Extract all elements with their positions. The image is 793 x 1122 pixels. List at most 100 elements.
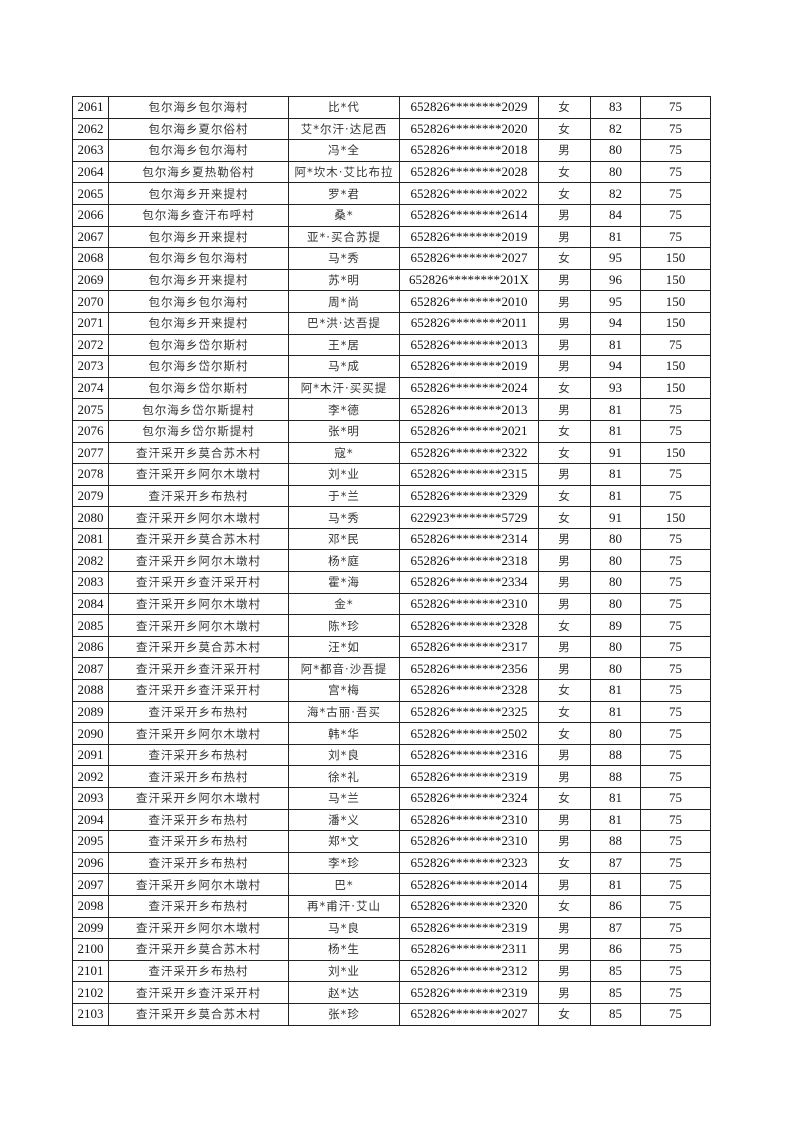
amount-cell: 75 (640, 571, 711, 594)
table-row: 2069 包尔海乡开来提村 苏*明 652826********201X 男 96 150 (72, 268, 711, 292)
row-number-cell: 2096 (72, 851, 109, 875)
table-row: 2094 查汗采开乡布热村 潘*义 652826********2310 男 81 75 (72, 808, 711, 832)
table-row: 2061 包尔海乡包尔海村 比*代 652826********2029 女 83 75 (72, 96, 711, 119)
table-row: 2089 查汗采开乡布热村 海*古丽·吾买 652826********2325 女 81… (72, 700, 711, 724)
gender-cell: 男 (538, 981, 591, 1004)
person-name-cell: 王*居 (288, 333, 400, 357)
table-row: 2064 包尔海乡夏热勒俗村 阿*坎木·艾比布拉 652826********2028… (72, 160, 711, 184)
person-name-cell: 阿*木汗·买买提 (288, 376, 400, 400)
id-number-cell: 652826********2334 (399, 571, 539, 594)
gender-cell: 男 (538, 203, 591, 227)
gender-cell: 女 (538, 160, 591, 184)
amount-cell: 150 (640, 441, 711, 465)
table-row: 2099 查汗采开乡阿尔木墩村 马*良 652826********2319 男 87 75 (72, 916, 711, 940)
person-name-cell: 巴* (288, 873, 400, 896)
age-cell: 80 (590, 139, 641, 162)
village-cell: 查汗采开乡阿尔木墩村 (108, 506, 289, 529)
gender-cell: 男 (538, 657, 591, 681)
table-row: 2097 查汗采开乡阿尔木墩村 巴* 652826********2014 男 81 75 (72, 873, 711, 896)
amount-cell: 75 (640, 182, 711, 205)
gender-cell: 男 (538, 139, 591, 162)
person-name-cell: 再*甫汗·艾山 (288, 894, 400, 918)
amount-cell: 150 (640, 268, 711, 292)
table-row: 2087 查汗采开乡查汗采开村 阿*都音·沙吾提 652826********2356… (72, 657, 711, 681)
amount-cell: 75 (640, 635, 711, 659)
id-number-cell: 652826********2024 (399, 376, 539, 400)
village-cell: 查汗采开乡阿尔木墩村 (108, 463, 289, 486)
row-number-cell: 2097 (72, 873, 109, 896)
village-cell: 查汗采开乡布热村 (108, 700, 289, 724)
age-cell: 86 (590, 894, 641, 918)
row-number-cell: 2094 (72, 808, 109, 832)
age-cell: 81 (590, 808, 641, 832)
village-cell: 查汗采开乡查汗采开村 (108, 679, 289, 702)
village-cell: 包尔海乡开来提村 (108, 225, 289, 249)
amount-cell: 75 (640, 484, 711, 508)
id-number-cell: 652826********2029 (399, 96, 539, 119)
village-cell: 查汗采开乡布热村 (108, 743, 289, 767)
table-row: 2071 包尔海乡开来提村 巴*洪·达吾提 652826********2011 男 94… (72, 311, 711, 335)
row-number-cell: 2072 (72, 333, 109, 357)
table-row: 2092 查汗采开乡布热村 徐*礼 652826********2319 男 88 75 (72, 765, 711, 788)
age-cell: 85 (590, 1002, 641, 1026)
village-cell: 查汗采开乡阿尔木墩村 (108, 722, 289, 745)
gender-cell: 女 (538, 376, 591, 400)
id-number-cell: 652826********2021 (399, 419, 539, 443)
amount-cell: 75 (640, 981, 711, 1004)
person-name-cell: 潘*义 (288, 808, 400, 832)
person-name-cell: 海*古丽·吾买 (288, 700, 400, 724)
gender-cell: 男 (538, 463, 591, 486)
row-number-cell: 2088 (72, 679, 109, 702)
table-row: 2068 包尔海乡包尔海村 马*秀 652826********2027 女 95 150 (72, 247, 711, 270)
age-cell: 81 (590, 333, 641, 357)
table-row: 2075 包尔海乡岱尔斯提村 李*德 652826********2013 男 81 75 (72, 398, 711, 421)
table-row: 2091 查汗采开乡布热村 刘*良 652826********2316 男 88 75 (72, 743, 711, 767)
village-cell: 查汗采开乡阿尔木墩村 (108, 873, 289, 896)
id-number-cell: 652826********2316 (399, 743, 539, 767)
table-row: 2085 查汗采开乡阿尔木墩村 陈*珍 652826********2328 女 89 75 (72, 614, 711, 637)
village-cell: 查汗采开乡布热村 (108, 484, 289, 508)
id-number-cell: 652826********2329 (399, 484, 539, 508)
gender-cell: 女 (538, 441, 591, 465)
amount-cell: 75 (640, 398, 711, 421)
age-cell: 82 (590, 182, 641, 205)
id-number-cell: 652826********2319 (399, 765, 539, 788)
amount-cell: 75 (640, 722, 711, 745)
id-number-cell: 652826********2014 (399, 873, 539, 896)
village-cell: 查汗采开乡阿尔木墩村 (108, 916, 289, 940)
village-cell: 包尔海乡岱尔斯村 (108, 355, 289, 378)
amount-cell: 75 (640, 787, 711, 810)
person-name-cell: 李*德 (288, 398, 400, 421)
row-number-cell: 2080 (72, 506, 109, 529)
amount-cell: 75 (640, 225, 711, 249)
age-cell: 86 (590, 938, 641, 961)
village-cell: 查汗采开乡布热村 (108, 959, 289, 983)
village-cell: 包尔海乡夏尔俗村 (108, 117, 289, 141)
table-row: 2065 包尔海乡开来提村 罗*君 652826********2022 女 82 75 (72, 182, 711, 205)
village-cell: 查汗采开乡布热村 (108, 808, 289, 832)
age-cell: 81 (590, 787, 641, 810)
gender-cell: 男 (538, 571, 591, 594)
age-cell: 80 (590, 549, 641, 573)
gender-cell: 男 (538, 355, 591, 378)
id-number-cell: 652826********2310 (399, 830, 539, 853)
id-number-cell: 652826********2317 (399, 635, 539, 659)
person-name-cell: 李*珍 (288, 851, 400, 875)
records-table: 2061 包尔海乡包尔海村 比*代 652826********2029 女 83 75 20… (72, 96, 711, 1026)
person-name-cell: 罗*君 (288, 182, 400, 205)
id-number-cell: 652826********2320 (399, 894, 539, 918)
age-cell: 87 (590, 851, 641, 875)
gender-cell: 男 (538, 743, 591, 767)
village-cell: 查汗采开乡布热村 (108, 830, 289, 853)
id-number-cell: 652826********2022 (399, 182, 539, 205)
gender-cell: 女 (538, 614, 591, 637)
row-number-cell: 2067 (72, 225, 109, 249)
amount-cell: 75 (640, 96, 711, 119)
amount-cell: 150 (640, 311, 711, 335)
person-name-cell: 杨*庭 (288, 549, 400, 573)
table-row: 2078 查汗采开乡阿尔木墩村 刘*业 652826********2315 男 81 75 (72, 463, 711, 486)
village-cell: 查汗采开乡莫合苏木村 (108, 938, 289, 961)
village-cell: 查汗采开乡阿尔木墩村 (108, 614, 289, 637)
id-number-cell: 652826********2323 (399, 851, 539, 875)
id-number-cell: 652826********2010 (399, 290, 539, 313)
